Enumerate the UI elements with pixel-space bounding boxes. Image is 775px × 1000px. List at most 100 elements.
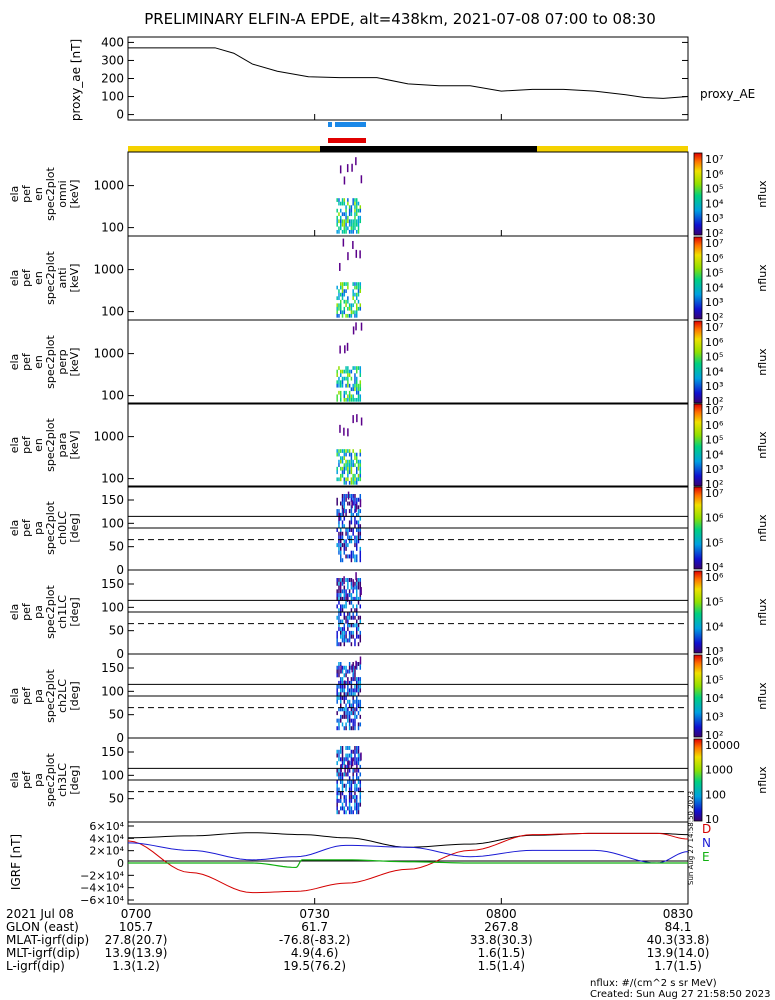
spectrogram-cell bbox=[338, 390, 340, 395]
spectrogram-cell bbox=[341, 780, 344, 784]
created-stamp: Created: Sun Aug 27 21:58:50 2023 bbox=[590, 989, 770, 1000]
spectrogram-cell bbox=[348, 452, 351, 457]
igrf-legend-e: E bbox=[702, 850, 710, 864]
spectrogram-cell bbox=[347, 684, 349, 689]
spectrogram-cell bbox=[356, 684, 358, 689]
spectrogram-cell bbox=[348, 539, 351, 544]
spectrogram-cell bbox=[347, 707, 349, 712]
spectrogram-cell bbox=[359, 604, 362, 609]
panel-ylabel: pef bbox=[20, 518, 33, 537]
spectrogram-dash bbox=[346, 593, 349, 602]
spectrogram-cell bbox=[350, 528, 353, 532]
spectrogram-cell bbox=[350, 680, 353, 685]
spectrogram-cell bbox=[338, 212, 340, 217]
spectrogram-cell bbox=[359, 787, 362, 792]
spectrogram-cell bbox=[345, 615, 347, 620]
spectrogram-cell bbox=[357, 497, 360, 502]
spectrogram-cell bbox=[343, 449, 346, 453]
spectrogram-cell bbox=[357, 749, 360, 754]
spectrogram-cell bbox=[345, 512, 347, 517]
spectrogram-cell bbox=[356, 558, 358, 563]
spectrogram-cell bbox=[350, 585, 353, 590]
spectrogram-dash bbox=[352, 415, 354, 424]
spectrogram-cell bbox=[340, 692, 342, 697]
spectrogram-cell bbox=[359, 802, 362, 807]
spectrogram-cell bbox=[340, 539, 342, 544]
spectrogram-cell bbox=[343, 539, 346, 544]
spectrogram-panel-3: ela pef en spec2plot perp [keV] 1000 100 10⁷ 10⁶ 1… bbox=[8, 319, 769, 408]
spectrogram-dash bbox=[346, 164, 349, 173]
spectrogram-cell bbox=[354, 383, 356, 388]
colorbar-tick-label: 10⁷ bbox=[705, 237, 723, 250]
panel-ylabel: pef bbox=[20, 184, 33, 203]
spectrogram-cell bbox=[347, 806, 349, 811]
spectrogram-cell bbox=[343, 798, 346, 803]
spectrogram-cell bbox=[356, 198, 358, 202]
spectrogram-cell bbox=[357, 703, 360, 708]
spectrogram-cell bbox=[356, 466, 358, 471]
spectrogram-cell bbox=[356, 229, 358, 234]
spectrogram-cell bbox=[352, 795, 354, 800]
spectrogram-cell bbox=[336, 470, 338, 475]
spectrogram-cell bbox=[354, 505, 356, 510]
spectrogram-cell bbox=[352, 634, 354, 639]
spectrogram-cell bbox=[340, 684, 342, 689]
panel-ylabel: en bbox=[32, 271, 45, 285]
spectrogram-cell bbox=[347, 578, 349, 582]
colorbar-tick-label: 10⁶ bbox=[705, 512, 724, 525]
spectrogram-cell bbox=[343, 198, 346, 202]
spectrogram-cell bbox=[359, 791, 362, 796]
panel-ylabel: pef bbox=[20, 770, 33, 789]
panel-ylabel: [keV] bbox=[68, 348, 81, 377]
spectrogram-cell bbox=[345, 212, 347, 217]
spectrogram-cell bbox=[348, 753, 351, 758]
spectrogram-dash bbox=[355, 503, 357, 512]
spectrogram-cell bbox=[340, 466, 342, 471]
spectrogram-cell bbox=[343, 452, 346, 457]
spectrogram-cell bbox=[359, 546, 362, 551]
spectrogram-cell bbox=[336, 692, 338, 697]
spectrogram-cell bbox=[347, 619, 349, 624]
spectrogram-cell bbox=[338, 539, 340, 544]
spectrogram-cell bbox=[359, 466, 362, 471]
spectrogram-cell bbox=[357, 535, 360, 540]
spectrogram-dash bbox=[355, 322, 357, 331]
proxy-ae-yticks: 400 300 200 100 0 bbox=[101, 35, 688, 122]
spectrogram-dash bbox=[346, 342, 349, 351]
spectrogram-dash bbox=[343, 176, 346, 185]
panel-frame bbox=[127, 319, 689, 405]
spectrogram-cell bbox=[345, 589, 347, 594]
spectrogram-cell bbox=[350, 394, 353, 399]
spectrogram-cell bbox=[341, 772, 344, 777]
footer-row-value: 1.5(1.4) bbox=[478, 959, 526, 973]
spectrogram-cell bbox=[343, 673, 346, 678]
spectrogram-cell bbox=[345, 543, 347, 548]
spectrogram-dash bbox=[342, 238, 345, 247]
spectrogram-cell bbox=[345, 452, 347, 457]
spectrogram-cell bbox=[354, 714, 356, 719]
spectrogram-cell bbox=[348, 776, 351, 781]
colorbar-tick-label: 10⁵ bbox=[705, 351, 723, 364]
spectrogram-cell bbox=[354, 753, 356, 758]
panel-ylabel: spec2plot bbox=[44, 669, 57, 723]
spectrogram-cell bbox=[352, 612, 354, 616]
spectrogram-cell bbox=[359, 380, 362, 385]
spectrogram-cell bbox=[343, 494, 346, 498]
spectrogram-cell bbox=[345, 680, 347, 685]
spectrogram-cell bbox=[354, 520, 356, 525]
spectrogram-cell bbox=[340, 772, 342, 777]
spectrogram-cell bbox=[341, 604, 344, 609]
spectrogram-cell bbox=[359, 677, 362, 682]
spectrogram-cell bbox=[356, 581, 358, 586]
footer-row-value: 1.6(1.5) bbox=[478, 946, 526, 960]
spectrogram-cell bbox=[350, 688, 353, 693]
panel-ytick-label: 100 bbox=[101, 389, 124, 403]
spectrogram-cell bbox=[341, 282, 344, 286]
spectrogram-cell bbox=[341, 376, 344, 381]
spectrogram-cell bbox=[338, 600, 340, 605]
spectrogram-cell bbox=[343, 546, 346, 551]
spectrogram-cell bbox=[348, 806, 351, 811]
spectrogram-cell bbox=[341, 470, 344, 475]
footer-row-value: 267.8 bbox=[484, 920, 518, 934]
panel-ylabel: pef bbox=[20, 686, 33, 705]
